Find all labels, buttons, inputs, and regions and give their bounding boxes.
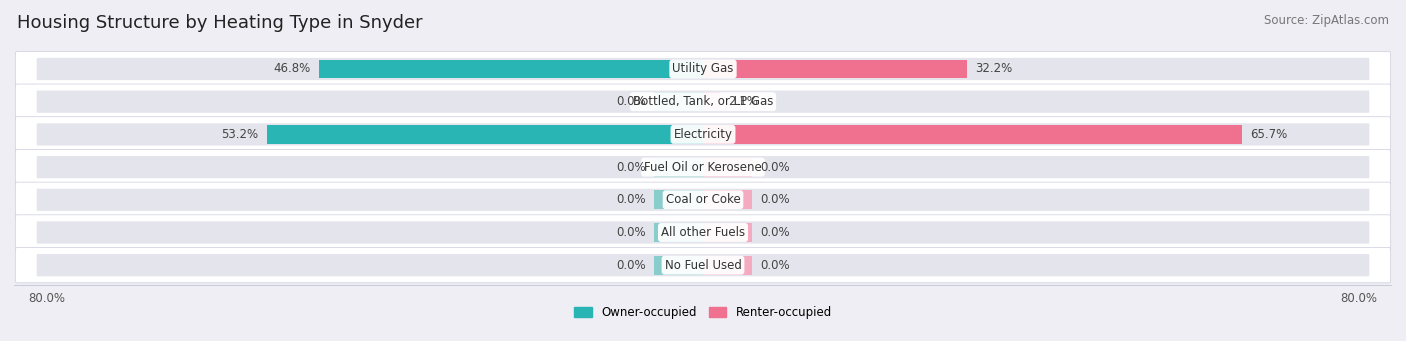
Bar	[654, 190, 703, 209]
Bar	[654, 92, 703, 111]
Text: Coal or Coke: Coal or Coke	[665, 193, 741, 206]
FancyBboxPatch shape	[37, 189, 1369, 211]
Bar	[654, 223, 703, 242]
Text: Source: ZipAtlas.com: Source: ZipAtlas.com	[1264, 14, 1389, 27]
FancyBboxPatch shape	[15, 248, 1391, 283]
FancyBboxPatch shape	[15, 51, 1391, 87]
Text: 0.0%: 0.0%	[761, 193, 790, 206]
FancyBboxPatch shape	[15, 215, 1391, 250]
Bar	[654, 158, 703, 177]
Text: All other Fuels: All other Fuels	[661, 226, 745, 239]
FancyBboxPatch shape	[37, 254, 1369, 276]
Text: 46.8%: 46.8%	[274, 62, 311, 75]
Text: 0.0%: 0.0%	[761, 259, 790, 272]
Bar	[703, 92, 720, 111]
Bar	[703, 256, 752, 275]
Text: 0.0%: 0.0%	[761, 161, 790, 174]
Bar	[267, 125, 703, 144]
Text: 0.0%: 0.0%	[616, 226, 645, 239]
FancyBboxPatch shape	[37, 156, 1369, 178]
Bar	[654, 256, 703, 275]
Bar	[703, 158, 752, 177]
FancyBboxPatch shape	[37, 123, 1369, 146]
Bar	[319, 60, 703, 78]
Legend: Owner-occupied, Renter-occupied: Owner-occupied, Renter-occupied	[569, 301, 837, 324]
Text: Utility Gas: Utility Gas	[672, 62, 734, 75]
Text: 53.2%: 53.2%	[221, 128, 259, 141]
FancyBboxPatch shape	[37, 58, 1369, 80]
Text: 0.0%: 0.0%	[616, 95, 645, 108]
Text: Bottled, Tank, or LP Gas: Bottled, Tank, or LP Gas	[633, 95, 773, 108]
FancyBboxPatch shape	[15, 149, 1391, 185]
Bar	[703, 190, 752, 209]
Text: 65.7%: 65.7%	[1250, 128, 1288, 141]
Text: No Fuel Used: No Fuel Used	[665, 259, 741, 272]
Text: 0.0%: 0.0%	[761, 226, 790, 239]
Text: 32.2%: 32.2%	[976, 62, 1012, 75]
Text: 0.0%: 0.0%	[616, 161, 645, 174]
Text: Housing Structure by Heating Type in Snyder: Housing Structure by Heating Type in Sny…	[17, 14, 422, 32]
Bar	[703, 60, 967, 78]
FancyBboxPatch shape	[15, 117, 1391, 152]
FancyBboxPatch shape	[37, 91, 1369, 113]
Text: 0.0%: 0.0%	[616, 259, 645, 272]
FancyBboxPatch shape	[15, 182, 1391, 218]
FancyBboxPatch shape	[37, 221, 1369, 243]
Text: Fuel Oil or Kerosene: Fuel Oil or Kerosene	[644, 161, 762, 174]
Bar	[703, 223, 752, 242]
Bar	[703, 125, 1241, 144]
FancyBboxPatch shape	[15, 84, 1391, 119]
Text: 0.0%: 0.0%	[616, 193, 645, 206]
Text: Electricity: Electricity	[673, 128, 733, 141]
Text: 2.1%: 2.1%	[728, 95, 758, 108]
